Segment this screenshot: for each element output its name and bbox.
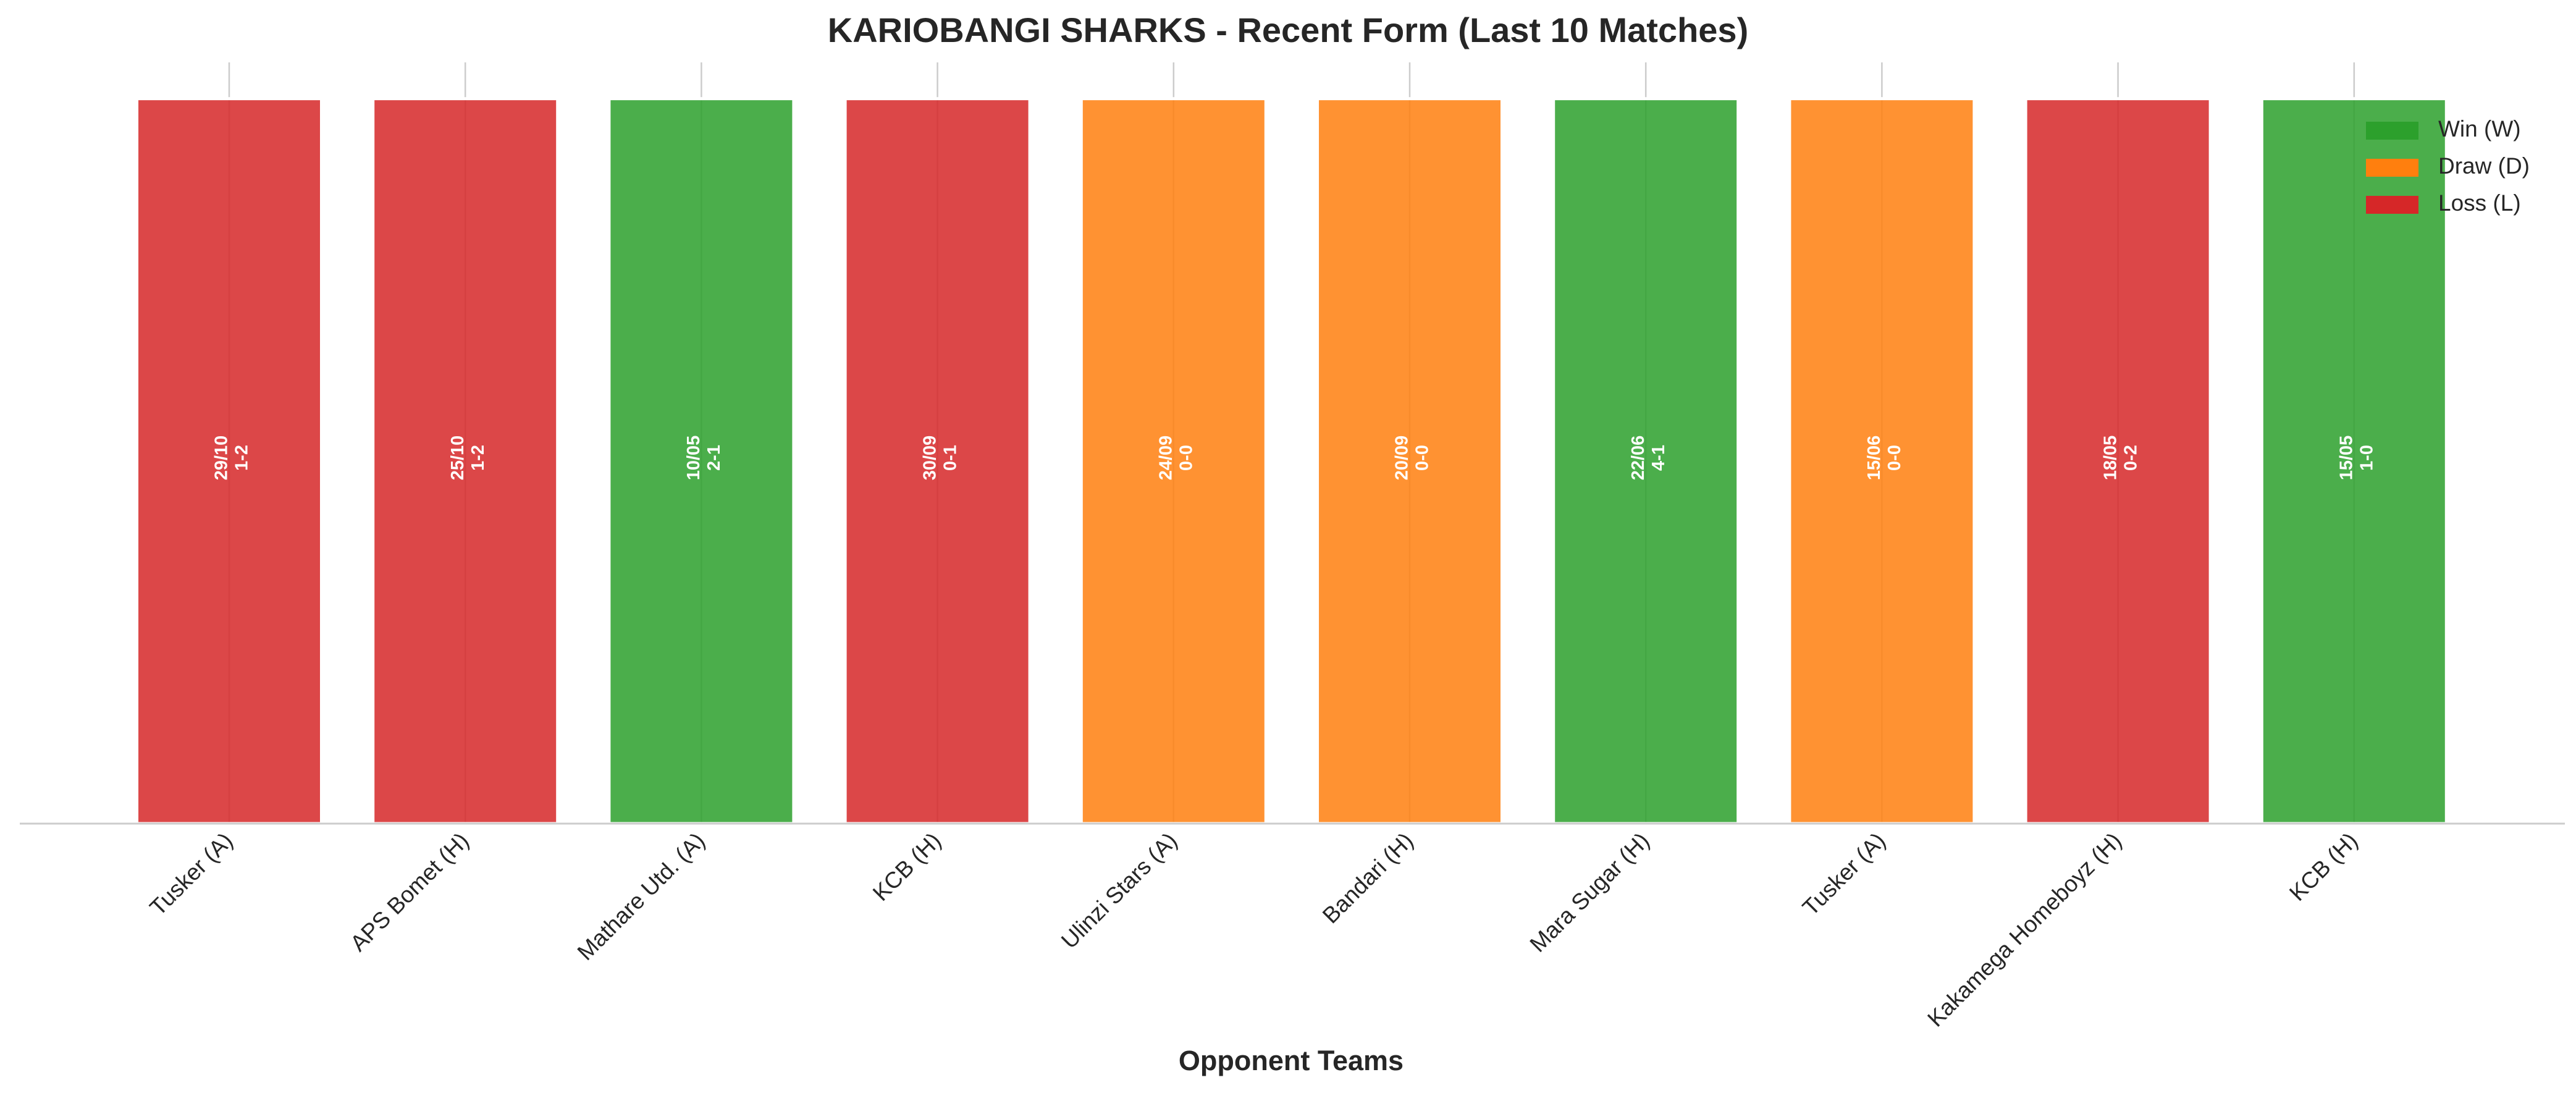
bar	[1788, 97, 1976, 825]
legend-swatch	[2366, 196, 2418, 214]
bar-score-label: 0-2	[2121, 445, 2140, 471]
x-tick-label: Ulinzi Stars (A)	[1056, 828, 1182, 953]
bar-date-label: 20/09	[1392, 436, 1412, 481]
bar-score-label: 1-0	[2357, 445, 2376, 471]
x-tick-label: Bandari (H)	[1318, 828, 1418, 929]
bar-score-label: 1-2	[232, 445, 252, 471]
x-tick-label: Tusker (A)	[145, 828, 238, 921]
legend-swatch	[2366, 159, 2418, 177]
x-tick-label: Mara Sugar (H)	[1525, 828, 1654, 957]
bar-score-label: 1-2	[468, 445, 488, 471]
legend-label: Draw (D)	[2438, 153, 2530, 179]
bar-date-label: 10/05	[684, 436, 704, 481]
legend-label: Win (W)	[2438, 116, 2521, 141]
x-tick-label: APS Bomet (H)	[345, 828, 474, 956]
bar-score-label: 4-1	[1649, 445, 1669, 471]
bar-score-label: 0-0	[1885, 445, 1905, 471]
bar	[607, 97, 796, 825]
bar-score-label: 0-0	[1413, 445, 1433, 471]
bar	[1552, 97, 1740, 825]
x-tick-label: Kakamega Homeboyz (H)	[1922, 828, 2126, 1032]
x-tick-label: KCB (H)	[2284, 828, 2362, 906]
bar-score-label: 0-0	[1176, 445, 1196, 471]
bar	[1316, 97, 1504, 825]
x-tick-label: Mathare Utd. (A)	[573, 828, 710, 965]
x-tick-label: Tusker (A)	[1798, 828, 1890, 921]
bar-date-label: 24/09	[1156, 436, 1176, 481]
chart-title: KARIOBANGI SHARKS - Recent Form (Last 10…	[828, 11, 1748, 49]
x-tick-label: KCB (H)	[868, 828, 946, 906]
legend-swatch	[2366, 122, 2418, 140]
bar-date-label: 29/10	[212, 436, 232, 481]
bar-date-label: 30/09	[920, 436, 940, 481]
legend-label: Loss (L)	[2438, 190, 2521, 216]
bar-date-label: 22/06	[1628, 436, 1648, 481]
bar	[135, 97, 323, 825]
bar	[371, 97, 560, 825]
bar-date-label: 15/06	[1864, 436, 1884, 481]
bar	[1079, 97, 1268, 825]
bar	[843, 97, 1032, 825]
bar	[2024, 97, 2212, 825]
x-axis-label: Opponent Teams	[1179, 1045, 1404, 1076]
bar-score-label: 0-1	[940, 445, 960, 471]
bar-date-label: 25/10	[448, 436, 468, 481]
bar-date-label: 18/05	[2100, 436, 2120, 481]
bar-score-label: 2-1	[704, 445, 724, 471]
bar-date-label: 15/05	[2336, 436, 2356, 481]
